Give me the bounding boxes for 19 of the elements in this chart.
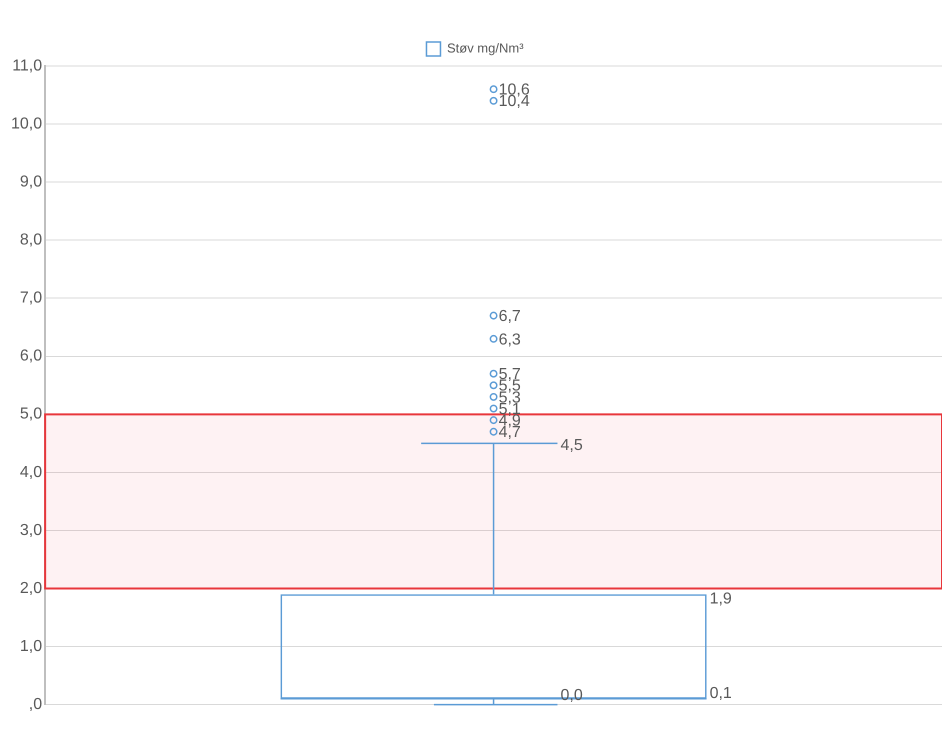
y-tick-label: 2,0 bbox=[20, 580, 42, 597]
annotation: 10,4 bbox=[498, 93, 530, 110]
y-tick-label: 1,0 bbox=[20, 638, 42, 655]
y-tick-label: 3,0 bbox=[20, 522, 42, 539]
y-tick-label: 11,0 bbox=[12, 57, 42, 74]
annotation: 6,7 bbox=[498, 308, 521, 326]
legend-label: Støv mg/Nm³ bbox=[446, 40, 524, 56]
y-tick-label: 4,0 bbox=[20, 464, 42, 481]
y-tick-label: 7,0 bbox=[20, 290, 42, 307]
annotation: 0,1 bbox=[710, 685, 732, 702]
annotation: 4,5 bbox=[560, 436, 583, 454]
y-tick-label: 8,0 bbox=[20, 232, 42, 249]
annotation: 6,3 bbox=[498, 331, 521, 348]
y-tick-label: 10,0 bbox=[11, 115, 42, 132]
y-tick-label: ,0 bbox=[28, 696, 42, 714]
y-tick-label: 5,0 bbox=[20, 406, 42, 423]
annotation: 1,9 bbox=[710, 590, 732, 608]
y-tick-label: 9,0 bbox=[20, 174, 42, 191]
y-tick-label: 6,0 bbox=[20, 348, 42, 365]
